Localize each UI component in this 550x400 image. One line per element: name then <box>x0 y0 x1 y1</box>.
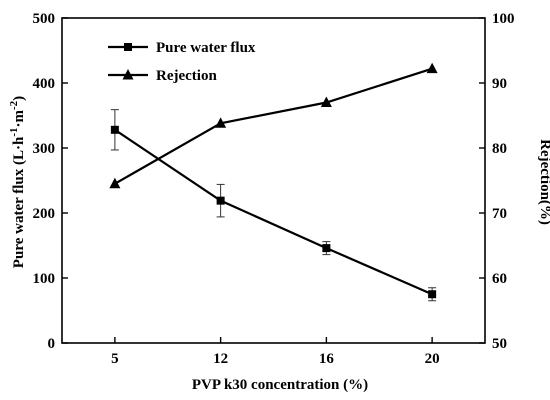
flux-point <box>322 244 331 253</box>
y-left-tick-label: 100 <box>33 271 56 287</box>
y-right-tick-label: 50 <box>492 336 507 352</box>
rejection-point <box>426 62 438 74</box>
rejection-point <box>215 117 227 128</box>
legend-label: Rejection <box>156 68 217 84</box>
y-right-tick-label: 80 <box>492 141 507 157</box>
x-axis-title: PVP k30 concentration (%) <box>192 377 368 393</box>
legend-marker-triangle <box>122 69 134 80</box>
y-left-tick-label: 0 <box>48 336 56 352</box>
y-right-tick-label: 90 <box>492 76 507 92</box>
x-tick-label: 12 <box>213 351 228 367</box>
series <box>109 62 438 302</box>
y-right-tick-label: 100 <box>492 11 515 27</box>
y-axis-right-title: Rejection(%) <box>537 139 550 225</box>
rejection-point <box>109 177 121 189</box>
y-left-tick-label: 500 <box>33 11 56 27</box>
y-axis-left-title: Pure water flux (L·h-1·m-2) <box>8 96 27 268</box>
rejection-point <box>320 96 332 107</box>
y-right-tick-label: 60 <box>492 271 507 287</box>
y-left-tick-label: 400 <box>33 76 56 92</box>
flux-line <box>114 128 433 296</box>
y-left-tick-label: 300 <box>33 141 56 157</box>
x-tick-label: 20 <box>425 351 440 367</box>
x-tick-label: 5 <box>111 351 119 367</box>
y-right-tick-label: 70 <box>492 206 507 222</box>
flux-point <box>216 196 225 205</box>
rejection-line <box>114 67 433 185</box>
y-left-tick-label: 200 <box>33 206 56 222</box>
x-tick-label: 16 <box>319 351 335 367</box>
plot-frame <box>61 17 486 344</box>
legend-marker-square <box>124 43 132 51</box>
flux-point <box>428 290 437 299</box>
legend: Pure water flux Rejection <box>108 40 256 84</box>
flux-point <box>110 125 119 134</box>
legend-label: Pure water flux <box>156 40 256 56</box>
